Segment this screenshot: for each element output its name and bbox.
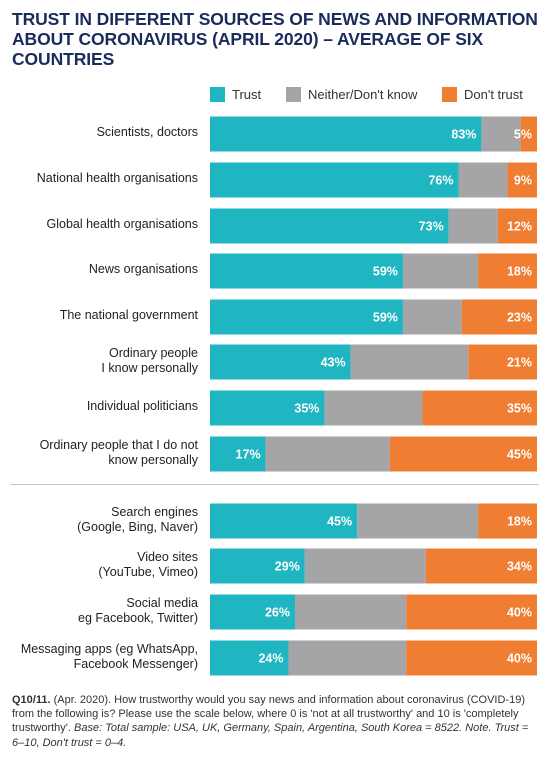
bar-neither-don-t-know-7 (324, 390, 423, 426)
data-label-don-t-trust-5: 23% (507, 311, 532, 325)
footnote-text: (Apr. 2020). How trustworthy would you s… (12, 694, 525, 735)
category-label-10: Video sites (YouTube, Vimeo) (98, 549, 198, 580)
bar-trust-10 (210, 548, 305, 584)
data-label-trust-7: 35% (294, 402, 319, 416)
legend-swatch-neither (286, 87, 301, 102)
category-label-1: Scientists, doctors (96, 125, 198, 140)
bar-trust-4 (210, 253, 403, 289)
data-label-trust-12: 24% (258, 652, 283, 666)
category-label-8: Ordinary people that I do not know person… (39, 437, 198, 468)
bar-neither-don-t-know-4 (402, 253, 479, 289)
bar-don-t-trust-5 (461, 299, 537, 335)
data-label-trust-3: 73% (419, 220, 444, 234)
footnote-ref: Q10/11. (12, 694, 51, 706)
bar-neither-don-t-know-9 (357, 503, 479, 539)
data-label-trust-2: 76% (428, 174, 453, 188)
legend-label-neither: Neither/Don't know (308, 87, 418, 102)
legend-label-trust: Trust (232, 87, 262, 102)
stacked-bar-chart: 83% 5% 76% 9% 73% 12% 59% 18% 59% 23% 43% 21% 35% 35%… (210, 116, 537, 676)
bar-neither-don-t-know-8 (265, 436, 390, 472)
legend-item-neither: Neither/Don't know (286, 87, 417, 102)
bar-neither-don-t-know-1 (481, 116, 521, 152)
bar-don-t-trust-4 (478, 253, 537, 289)
bar-trust-1 (210, 116, 482, 152)
bar-trust-3 (210, 208, 449, 244)
bar-don-t-trust-7 (422, 390, 537, 426)
data-label-don-t-trust-3: 12% (507, 220, 532, 234)
bar-don-t-trust-10 (425, 548, 537, 584)
data-label-don-t-trust-4: 18% (507, 265, 532, 279)
bar-don-t-trust-6 (468, 344, 537, 380)
bar-don-t-trust-3 (497, 208, 537, 244)
legend-item-trust: Trust (210, 87, 261, 102)
category-label-6: Ordinary people I know personally (101, 345, 198, 376)
data-label-trust-4: 59% (373, 265, 398, 279)
data-label-don-t-trust-2: 9% (514, 174, 532, 188)
bar-don-t-trust-12 (406, 640, 537, 676)
bar-neither-don-t-know-3 (448, 208, 498, 244)
bar-don-t-trust-9 (478, 503, 537, 539)
data-label-don-t-trust-7: 35% (507, 402, 532, 416)
data-label-trust-5: 59% (373, 311, 398, 325)
footnote: Q10/11. (Apr. 2020). How trustworthy wou… (12, 693, 540, 750)
bar-trust-7 (210, 390, 325, 426)
group-divider (10, 484, 539, 485)
category-label-4: News organisations (88, 262, 198, 277)
category-label-2: National health organisations (36, 171, 198, 186)
chart-legend: Trust Neither/Don't know Don't trust (0, 87, 549, 105)
bar-neither-don-t-know-10 (304, 548, 426, 584)
bar-neither-don-t-know-5 (402, 299, 462, 335)
data-label-trust-6: 43% (321, 356, 346, 370)
category-label-11: Social media eg Facebook, Twitter) (78, 595, 198, 626)
bar-don-t-trust-2 (507, 162, 537, 198)
footnote-base: Base: Total sample: USA, UK, Germany, Sp… (12, 722, 529, 749)
data-label-don-t-trust-12: 40% (507, 652, 532, 666)
bar-trust-11 (210, 594, 296, 630)
bar-don-t-trust-1 (520, 116, 537, 152)
legend-item-dont-trust: Don't trust (442, 87, 523, 102)
legend-label-dont-trust: Don't trust (464, 87, 523, 102)
bar-don-t-trust-8 (389, 436, 537, 472)
bar-trust-2 (210, 162, 459, 198)
bar-neither-don-t-know-11 (295, 594, 407, 630)
data-label-trust-10: 29% (275, 560, 300, 574)
data-label-trust-8: 17% (236, 448, 261, 462)
bar-don-t-trust-11 (406, 594, 537, 630)
data-label-don-t-trust-8: 45% (507, 448, 532, 462)
legend-swatch-trust (210, 87, 225, 102)
chart-title: TRUST IN DIFFERENT SOURCES OF NEWS AND I… (12, 9, 538, 69)
bar-trust-9 (210, 503, 358, 539)
data-label-trust-1: 83% (451, 128, 476, 142)
bar-trust-12 (210, 640, 289, 676)
data-label-trust-9: 45% (327, 515, 352, 529)
data-label-don-t-trust-1: 5% (514, 128, 532, 142)
category-label-3: Global health organisations (46, 217, 199, 232)
category-label-7: Individual politicians (86, 399, 198, 414)
bar-neither-don-t-know-12 (288, 640, 407, 676)
bar-neither-don-t-know-6 (350, 344, 469, 380)
category-label-12: Messaging apps (eg WhatsApp, Facebook Mes… (20, 641, 198, 672)
data-label-don-t-trust-10: 34% (507, 560, 532, 574)
legend-swatch-dont-trust (442, 87, 457, 102)
data-label-don-t-trust-11: 40% (507, 606, 532, 620)
category-label-9: Search engines (Google, Bing, Naver) (77, 504, 198, 535)
bar-trust-6 (210, 344, 351, 380)
data-label-don-t-trust-9: 18% (507, 515, 532, 529)
data-label-trust-11: 26% (265, 606, 290, 620)
bar-trust-8 (210, 436, 266, 472)
bar-trust-5 (210, 299, 403, 335)
bar-neither-don-t-know-2 (458, 162, 508, 198)
category-label-5: The national government (59, 308, 198, 323)
data-label-don-t-trust-6: 21% (507, 356, 532, 370)
